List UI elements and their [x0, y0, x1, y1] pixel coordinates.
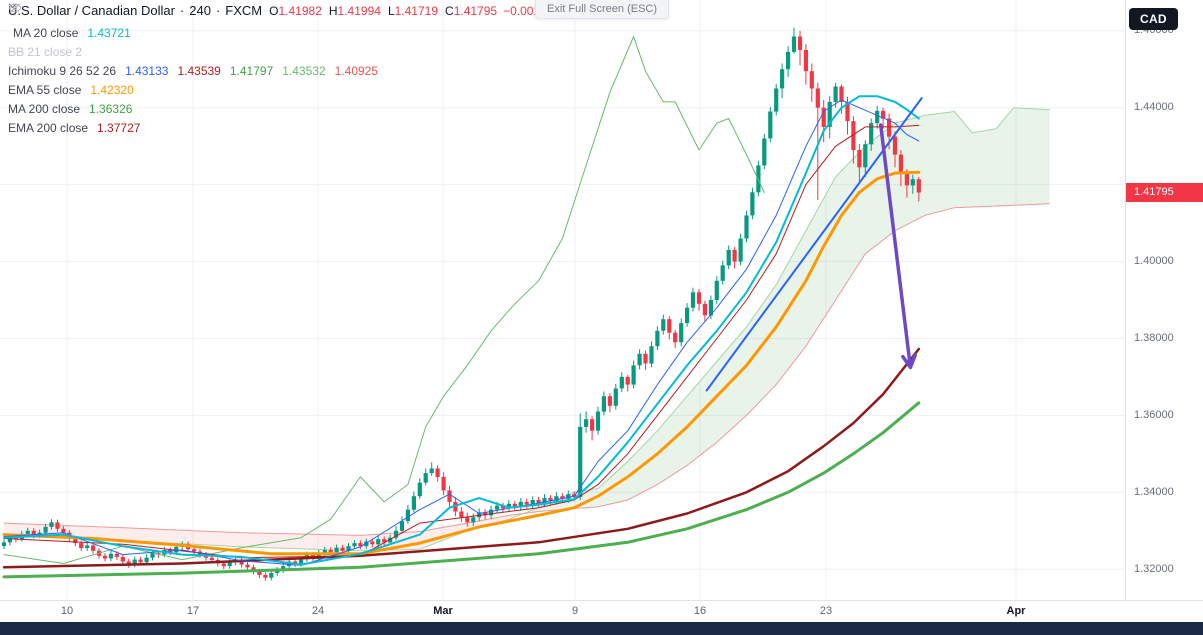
indicator-value: 1.42320	[90, 82, 134, 97]
chart-interval: 240	[189, 3, 211, 18]
indicator-row-2[interactable]: Ichimoku 9 26 52 26 1.43133 1.43539 1.41797…	[8, 61, 606, 80]
indicator-value: 1.41797	[229, 63, 274, 78]
price-axis-label: 1.34000	[1134, 485, 1174, 498]
ohlc-open: O1.41982	[269, 4, 322, 18]
price-axis-label: 1.44000	[1134, 101, 1174, 114]
ohlc-high: H1.41994	[328, 4, 381, 18]
chart-plot-area[interactable]: U.S. Dollar / Canadian Dollar · 240 · FX…	[0, 0, 1125, 600]
indicator-label: BB 21 close 2	[8, 44, 83, 59]
indicator-label: MA 200 close	[8, 101, 81, 116]
price-axis-label: 1.38000	[1134, 331, 1174, 344]
time-axis-label: Mar	[433, 605, 453, 617]
ohlc-low: L1.41719	[387, 4, 439, 18]
time-axis-label: 17	[186, 605, 200, 617]
price-chart-canvas	[0, 0, 1125, 600]
price-axis-label: 1.40000	[1134, 255, 1174, 268]
current-price-badge: 1.41795	[1126, 183, 1203, 202]
indicator-value: 1.43721	[87, 25, 131, 40]
indicator-label: EMA 200 close	[8, 120, 89, 135]
price-axis-label: 1.32000	[1134, 562, 1174, 575]
bottom-toolbar	[0, 622, 1203, 635]
time-axis-label: 10	[60, 605, 74, 617]
indicator-row-3[interactable]: EMA 55 close 1.42320	[8, 80, 606, 99]
indicator-value: 1.43539	[177, 63, 221, 78]
indicator-label: Ichimoku 9 26 52 26	[8, 63, 117, 78]
indicator-value: 1.43532	[282, 63, 326, 78]
currency-badge[interactable]: CAD	[1129, 8, 1178, 30]
time-axis-label: Apr	[1006, 605, 1026, 617]
time-axis-label: 24	[311, 605, 325, 617]
symbol-legend-row[interactable]: U.S. Dollar / Canadian Dollar · 240 · FX…	[8, 3, 606, 23]
ohlc-close: C1.41795	[445, 4, 498, 18]
price-axis[interactable]: 1.46000 1.44000 1.40000 1.38000 1.36000 1.340…	[1125, 0, 1203, 600]
separator-dot: ·	[179, 3, 185, 18]
exit-fullscreen-tooltip: Exit Full Screen (ESC)	[534, 0, 670, 19]
time-axis-label: 9	[571, 605, 579, 617]
time-axis[interactable]: 10 17 24 Mar 9 16 23 Apr	[0, 600, 1203, 622]
indicator-row-0[interactable]: MA 20 close 1.43721	[8, 3, 606, 42]
indicator-rows: MA 20 close 1.43721 BB 21 close 2 Ichimoku …	[8, 3, 606, 137]
indicator-label: MA 20 close	[13, 25, 79, 40]
time-axis-label: 16	[693, 605, 707, 617]
time-axis-label: 23	[819, 605, 833, 617]
price-axis-label: 1.36000	[1134, 408, 1174, 421]
indicator-row-1[interactable]: BB 21 close 2	[8, 3, 606, 61]
indicator-value: 1.40925	[334, 63, 379, 78]
indicator-row-5[interactable]: EMA 200 close 1.37727	[8, 118, 606, 137]
indicator-value: 1.36326	[89, 101, 133, 116]
symbol-title: U.S. Dollar / Canadian Dollar	[8, 3, 175, 18]
separator-dot: ·	[215, 3, 221, 18]
indicator-value: 1.37727	[97, 120, 141, 135]
indicator-row-4[interactable]: MA 200 close 1.36326	[8, 99, 606, 118]
exchange-name: FXCM	[225, 3, 263, 18]
indicator-label: EMA 55 close	[8, 82, 82, 97]
indicator-value: 1.43133	[125, 63, 169, 78]
indicator-legend: U.S. Dollar / Canadian Dollar · 240 · FX…	[8, 3, 606, 137]
